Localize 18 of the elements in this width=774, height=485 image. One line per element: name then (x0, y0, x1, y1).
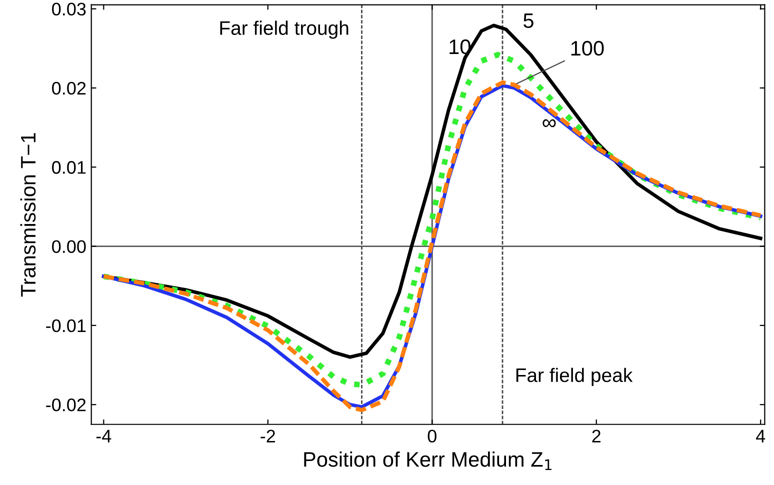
ref-line-label: Far field trough (220, 20, 348, 39)
x-tick-label: -2 (260, 430, 276, 442)
x-tick-label: 2 (592, 430, 600, 442)
y-axis-title: Transmission T−1 (20, 133, 36, 297)
y-tick-label: 0.00 (52, 240, 86, 253)
annotation: 5 (524, 14, 534, 28)
x-tick-label: 0 (428, 430, 436, 442)
x-tick-label: 4 (756, 430, 766, 442)
y-tick-label: 0.02 (52, 82, 86, 95)
y-tick-label: 0.03 (52, 2, 86, 16)
x-axis-title: Position of Kerr Medium Z$_{1}$ (304, 452, 552, 470)
annotation: 100 (571, 40, 604, 56)
y-tick-label: -0.01 (46, 319, 86, 332)
x-tick-label: -4 (96, 430, 112, 442)
y-tick-label: 0.01 (52, 161, 86, 174)
annotation: ∞ (542, 119, 556, 128)
ref-line-label: Far field peak (516, 368, 633, 386)
y-tick-label: -0.02 (46, 398, 86, 412)
